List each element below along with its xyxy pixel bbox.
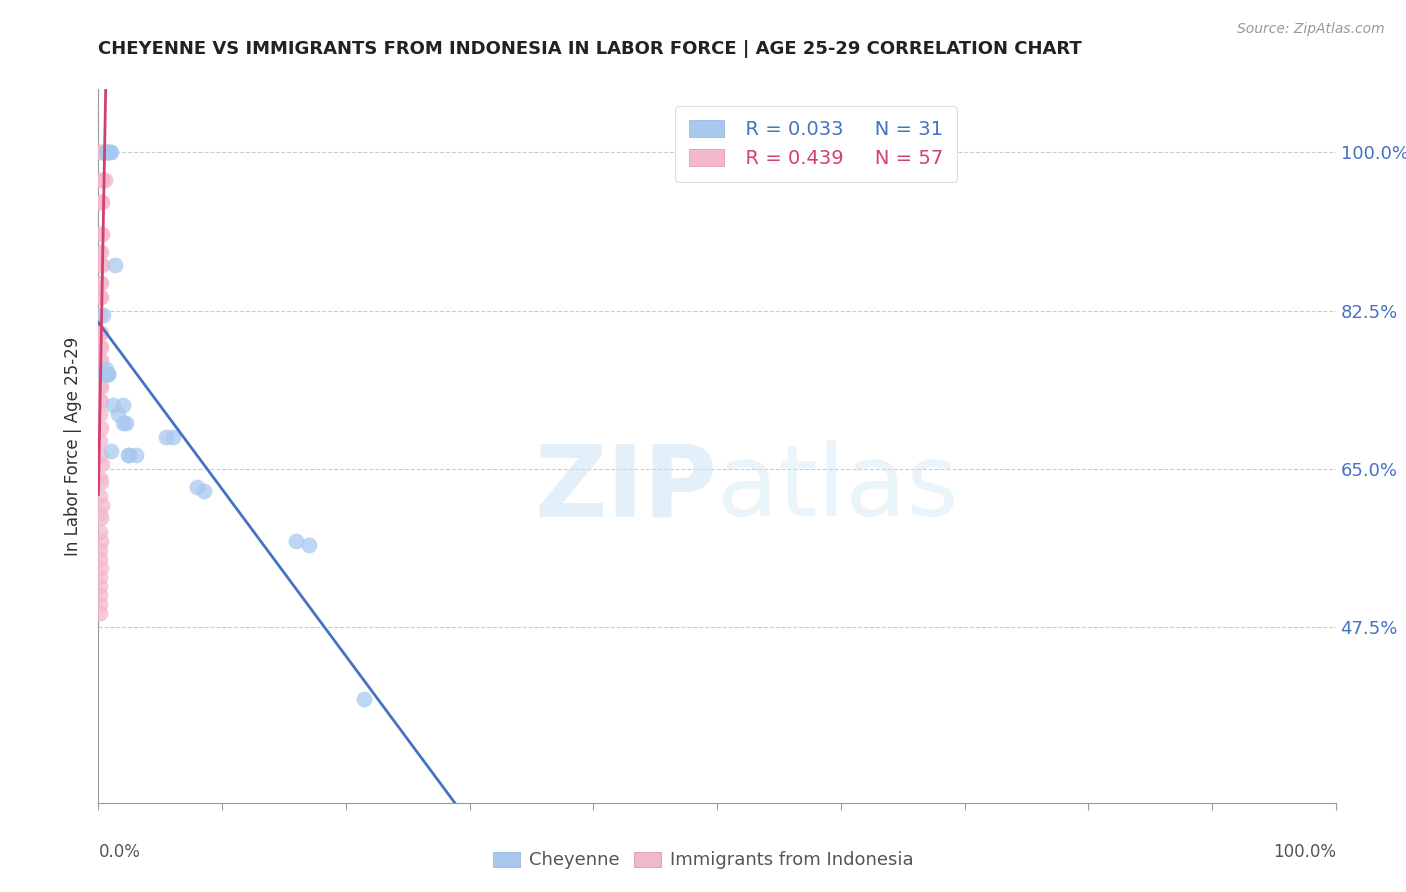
Point — [94, 367, 117, 381]
Point — [90, 258, 112, 272]
Point — [89, 195, 111, 210]
Point — [90, 277, 112, 291]
Point — [112, 417, 135, 431]
Point — [89, 244, 111, 259]
Point — [89, 489, 111, 503]
Point — [89, 434, 111, 449]
Point — [89, 393, 111, 408]
Point — [91, 172, 114, 186]
Text: CHEYENNE VS IMMIGRANTS FROM INDONESIA IN LABOR FORCE | AGE 25-29 CORRELATION CHA: CHEYENNE VS IMMIGRANTS FROM INDONESIA IN… — [98, 40, 1083, 58]
Point — [89, 597, 111, 611]
Point — [89, 570, 111, 584]
Point — [90, 367, 112, 381]
Point — [89, 470, 111, 484]
Point — [94, 362, 117, 376]
Point — [89, 258, 111, 272]
Point — [96, 145, 118, 160]
Point — [93, 145, 115, 160]
Point — [103, 258, 125, 272]
Point — [96, 367, 118, 381]
Point — [89, 542, 111, 557]
Point — [89, 524, 111, 539]
Point — [94, 367, 117, 381]
Point — [89, 606, 111, 620]
Point — [100, 443, 122, 458]
Point — [89, 448, 111, 462]
Legend: Cheyenne, Immigrants from Indonesia: Cheyenne, Immigrants from Indonesia — [484, 842, 922, 879]
Point — [97, 367, 120, 381]
Point — [89, 380, 111, 394]
Point — [89, 340, 111, 354]
Point — [90, 326, 112, 340]
Point — [94, 367, 117, 381]
Point — [90, 195, 112, 210]
Point — [94, 367, 117, 381]
Y-axis label: In Labor Force | Age 25-29: In Labor Force | Age 25-29 — [65, 336, 83, 556]
Point — [93, 308, 115, 322]
Text: 0.0%: 0.0% — [98, 844, 141, 862]
Point — [94, 145, 117, 160]
Point — [93, 145, 115, 160]
Point — [97, 145, 120, 160]
Point — [103, 398, 125, 412]
Point — [162, 430, 184, 444]
Point — [90, 475, 112, 490]
Point — [90, 421, 112, 435]
Point — [91, 227, 114, 241]
Point — [89, 552, 111, 566]
Point — [89, 367, 111, 381]
Point — [90, 353, 112, 368]
Point — [107, 408, 129, 422]
Point — [90, 561, 112, 575]
Point — [98, 145, 121, 160]
Point — [186, 480, 208, 494]
Point — [112, 398, 135, 412]
Point — [89, 308, 111, 322]
Text: 100.0%: 100.0% — [1272, 844, 1336, 862]
Point — [90, 172, 112, 186]
Point — [90, 533, 112, 548]
Point — [90, 380, 112, 394]
Point — [285, 533, 308, 548]
Point — [114, 417, 136, 431]
Point — [91, 258, 114, 272]
Point — [90, 290, 112, 304]
Point — [118, 448, 141, 462]
Point — [90, 145, 112, 160]
Point — [91, 195, 114, 210]
Point — [89, 353, 111, 368]
Point — [97, 367, 120, 381]
Point — [89, 408, 111, 422]
Point — [298, 538, 321, 552]
Point — [124, 448, 146, 462]
Point — [91, 498, 114, 512]
Point — [89, 290, 111, 304]
Point — [155, 430, 177, 444]
Point — [193, 484, 215, 499]
Point — [89, 579, 111, 593]
Point — [100, 145, 122, 160]
Point — [353, 692, 375, 706]
Legend:   R = 0.033     N = 31,   R = 0.439     N = 57: R = 0.033 N = 31, R = 0.439 N = 57 — [675, 106, 957, 182]
Point — [90, 244, 112, 259]
Point — [89, 507, 111, 521]
Text: atlas: atlas — [717, 441, 959, 537]
Point — [90, 340, 112, 354]
Point — [89, 277, 111, 291]
Text: Source: ZipAtlas.com: Source: ZipAtlas.com — [1237, 22, 1385, 37]
Point — [90, 393, 112, 408]
Point — [117, 448, 139, 462]
Point — [94, 145, 117, 160]
Point — [91, 145, 114, 160]
Point — [90, 511, 112, 525]
Text: ZIP: ZIP — [534, 441, 717, 537]
Point — [93, 172, 115, 186]
Point — [89, 588, 111, 602]
Point — [91, 457, 114, 471]
Point — [90, 227, 112, 241]
Point — [93, 172, 115, 186]
Point — [89, 326, 111, 340]
